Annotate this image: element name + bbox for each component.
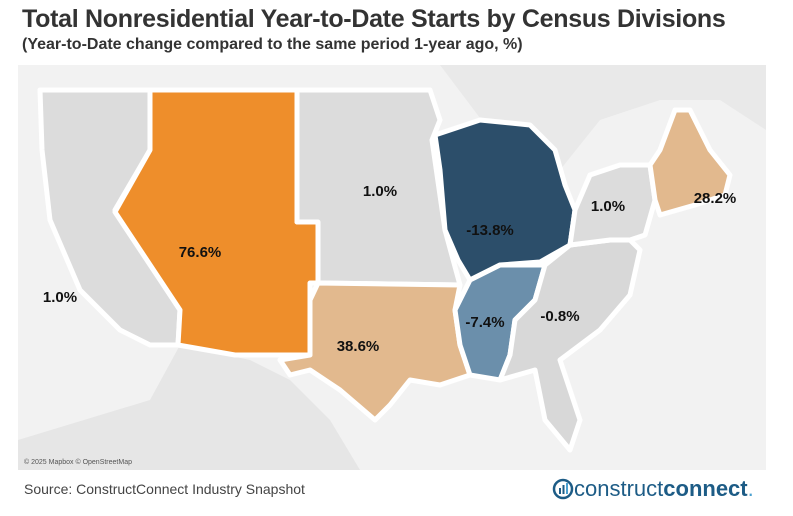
canada-land: [440, 65, 766, 170]
division-label-new-england: 28.2%: [694, 190, 737, 207]
division-new-england[interactable]: [647, 107, 733, 218]
division-label-middle-atlantic: 1.0%: [591, 198, 625, 215]
source-note: Source: ConstructConnect Industry Snapsh…: [24, 481, 305, 497]
logo-text-light: construct: [574, 476, 664, 501]
division-west-north-central[interactable]: [294, 87, 463, 288]
division-label-pacific: 1.0%: [43, 289, 77, 306]
division-label-west-north-central: 1.0%: [363, 183, 397, 200]
mexico-land: [18, 345, 360, 470]
chart-title: Total Nonresidential Year-to-Date Starts…: [22, 5, 726, 33]
division-label-east-south-central: -7.4%: [465, 314, 504, 331]
division-middle-atlantic[interactable]: [567, 162, 658, 248]
division-east-north-central[interactable]: [432, 117, 578, 283]
logo-text-bold: connect: [663, 476, 748, 501]
division-label-east-north-central: -13.8%: [466, 222, 514, 239]
chart-subtitle: (Year-to-Date change compared to the sam…: [22, 36, 523, 53]
logo-suffix: .: [747, 476, 754, 501]
division-label-west-south-central: 38.6%: [337, 338, 380, 355]
map-attribution[interactable]: © 2025 Mapbox © OpenStreetMap: [24, 459, 132, 466]
division-label-south-atlantic: -0.8%: [540, 308, 579, 325]
logo-icon: [552, 478, 574, 500]
division-label-mountain: 76.6%: [179, 244, 222, 261]
map[interactable]: 1.0% 76.6% 1.0% 38.6% -13.8% -7.4% -0.8% 1.0% 28…: [18, 65, 766, 470]
constructconnect-logo: construct connect.: [552, 476, 754, 502]
